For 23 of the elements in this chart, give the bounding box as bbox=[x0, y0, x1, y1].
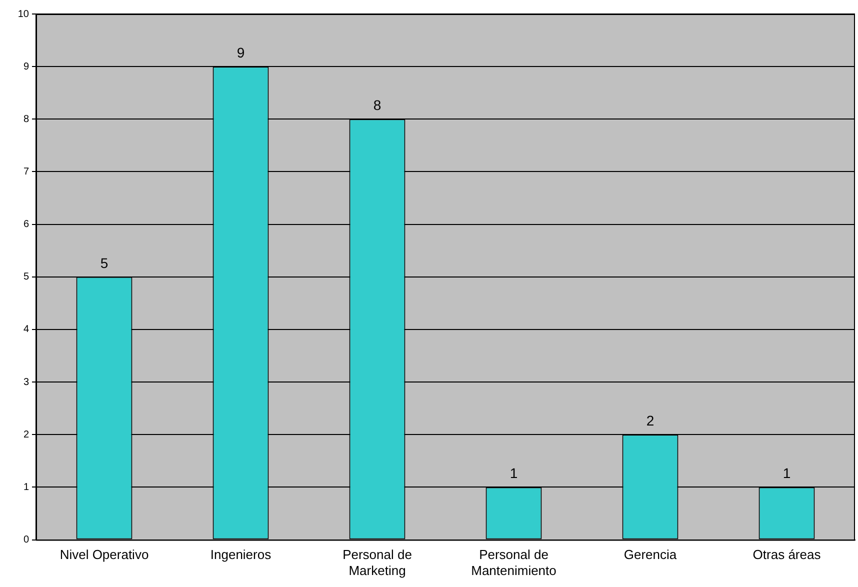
y-tick-label: 1 bbox=[23, 482, 30, 493]
data-label: 1 bbox=[782, 465, 791, 482]
data-label: 5 bbox=[100, 254, 108, 271]
data-label: 8 bbox=[373, 97, 382, 114]
y-tick-label: 3 bbox=[23, 376, 30, 388]
y-tick-label: 8 bbox=[23, 114, 30, 125]
y-tick-label: 7 bbox=[23, 166, 30, 178]
y-tick-label: 2 bbox=[23, 429, 30, 440]
y-tick-label: 5 bbox=[23, 272, 30, 283]
x-tick-label: Personal de Marketing bbox=[342, 547, 412, 578]
data-label: 2 bbox=[646, 412, 654, 428]
y-tick-label: 10 bbox=[18, 8, 30, 20]
x-tick-label: Gerencia bbox=[624, 547, 678, 562]
x-tick-label: Ingenieros bbox=[210, 547, 272, 562]
y-tick-label: 9 bbox=[23, 61, 30, 72]
y-tick-label: 4 bbox=[23, 324, 30, 336]
y-tick-label: 6 bbox=[23, 219, 30, 230]
data-label: 9 bbox=[236, 44, 245, 60]
x-tick-label: Nivel Operativo bbox=[60, 547, 149, 562]
data-label: 1 bbox=[510, 465, 518, 482]
y-tick-label: 0 bbox=[23, 534, 30, 546]
x-tick-label: Personal de Mantenimiento bbox=[471, 547, 556, 578]
x-tick-label: Otras áreas bbox=[752, 547, 822, 562]
